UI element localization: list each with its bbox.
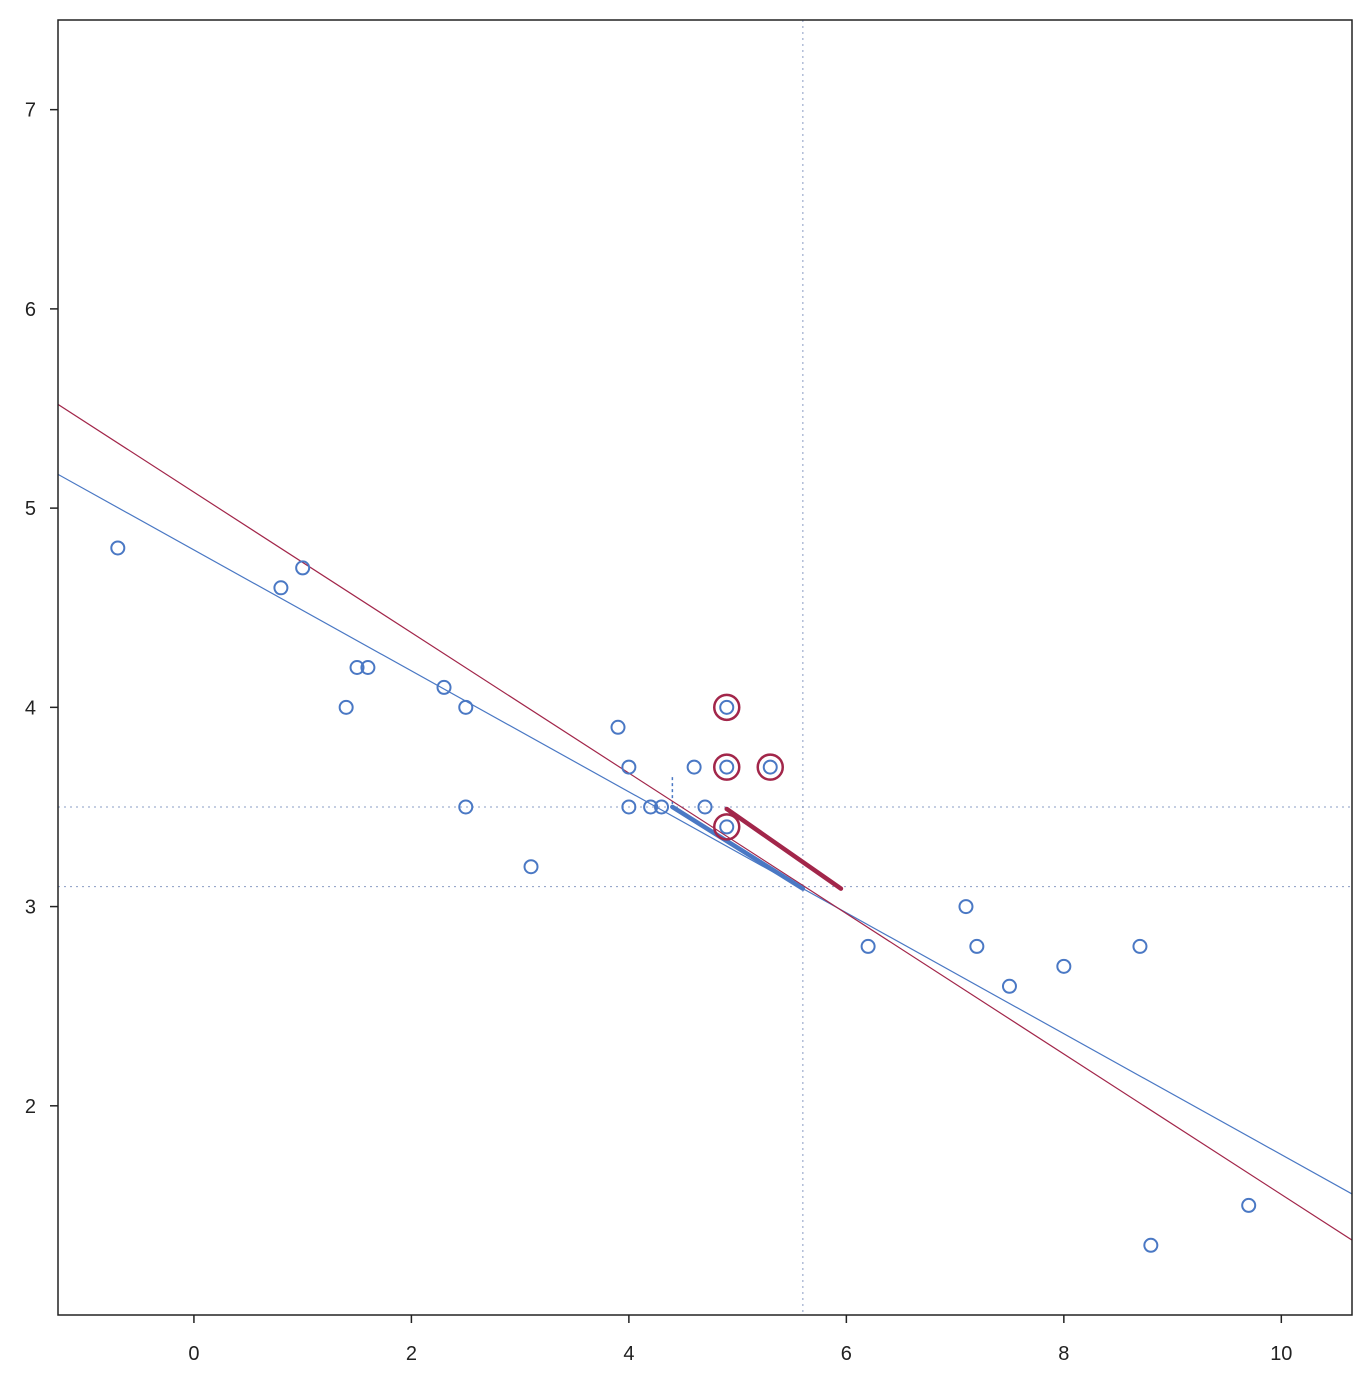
data-point xyxy=(1241,1197,1257,1213)
data-point xyxy=(762,759,778,775)
data-point xyxy=(719,819,735,835)
data-point xyxy=(349,660,365,675)
highlight-segments xyxy=(670,804,844,891)
x-tick-label: 0 xyxy=(188,1343,199,1365)
data-point xyxy=(719,699,735,715)
data-point xyxy=(360,660,376,675)
y-tick-label: 5 xyxy=(25,498,36,520)
y-tick-label: 2 xyxy=(25,1096,36,1118)
highlight-segment-2 xyxy=(724,806,844,891)
x-tick-label: 6 xyxy=(841,1343,852,1365)
highlighted-point-ring xyxy=(712,693,741,722)
y-tick-label: 6 xyxy=(25,299,36,321)
fit-line-2 xyxy=(58,403,1352,1241)
data-point xyxy=(643,799,659,815)
x-tick-label: 2 xyxy=(406,1343,417,1365)
data-point xyxy=(686,759,702,775)
highlighted-point-ring xyxy=(712,753,741,781)
x-tick-label: 10 xyxy=(1270,1343,1292,1365)
data-point xyxy=(860,938,876,954)
x-tick-label: 8 xyxy=(1058,1343,1069,1365)
plot-frame xyxy=(57,19,1353,1316)
data-point xyxy=(1143,1237,1159,1253)
regression-lines xyxy=(58,403,1352,1241)
reference-lines xyxy=(58,20,1352,1315)
data-point xyxy=(1056,958,1072,974)
data-point xyxy=(436,679,452,695)
axes: 0 2 4 6 8 10 2 3 4 5 6 7 xyxy=(25,19,1353,1365)
y-tick-label: 7 xyxy=(25,100,36,122)
data-point xyxy=(338,699,354,715)
data-point xyxy=(273,580,289,596)
data-point xyxy=(654,799,670,815)
data-point xyxy=(295,560,311,576)
data-point xyxy=(610,719,626,735)
data-point xyxy=(697,799,713,815)
data-point xyxy=(969,938,985,954)
data-point xyxy=(621,759,637,775)
data-point xyxy=(523,859,539,875)
fit-line-1 xyxy=(58,473,1352,1195)
highlighted-point-ring xyxy=(712,813,741,841)
y-tick-label: 3 xyxy=(25,897,36,919)
x-tick-label: 4 xyxy=(623,1343,634,1365)
highlighted-point-ring xyxy=(756,753,784,781)
highlight-segment-1 xyxy=(670,804,806,891)
data-points xyxy=(110,540,1257,1253)
y-tick-label: 4 xyxy=(25,697,36,719)
data-point xyxy=(458,699,474,715)
data-point xyxy=(1132,938,1148,954)
data-point xyxy=(621,799,637,815)
data-point xyxy=(110,540,126,556)
data-point xyxy=(719,759,735,775)
data-point xyxy=(958,899,974,915)
data-point xyxy=(1001,978,1017,994)
data-point xyxy=(458,799,474,815)
